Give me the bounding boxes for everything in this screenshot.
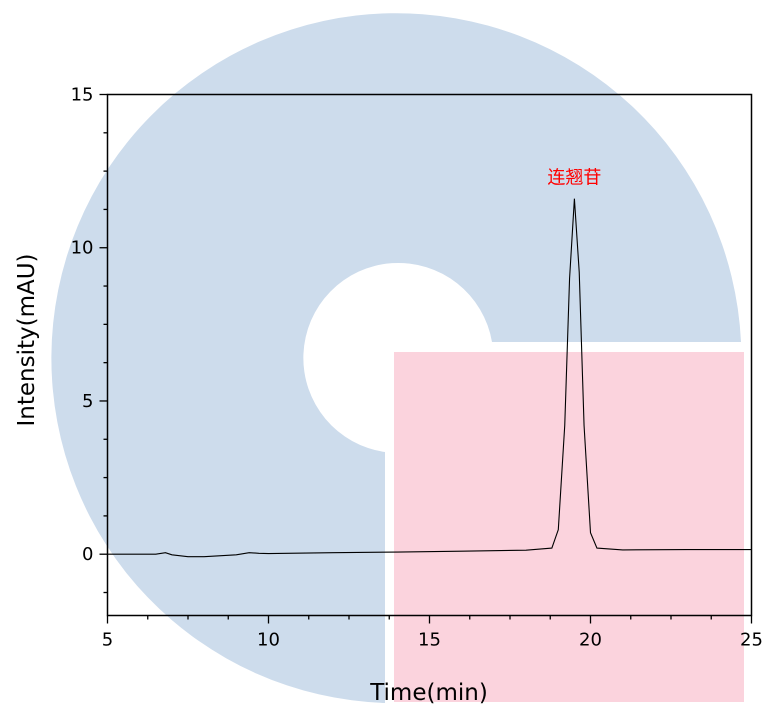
x-tick-label: 25 (740, 630, 763, 651)
x-tick-label: 10 (257, 630, 280, 651)
x-tick-label: 20 (579, 630, 602, 651)
ticks-layer (99, 93, 753, 624)
x-tick-label: 15 (418, 630, 441, 651)
y-tick-label: 0 (82, 544, 93, 565)
x-axis-title: Time(min) (369, 680, 488, 706)
tick-labels-layer: 5 10 15 20 25 0 5 10 15 (71, 85, 763, 651)
y-axis-title: Intensity(mAU) (14, 253, 40, 426)
y-tick-label: 10 (71, 238, 94, 259)
series-line (107, 198, 752, 558)
x-tick-label: 5 (102, 630, 113, 651)
watermark-ring (51, 13, 742, 703)
watermark-rectangle (394, 352, 744, 702)
y-tick-label: 5 (82, 391, 93, 412)
peak-annotation: 连翘苷 (547, 167, 601, 188)
y-tick-label: 15 (71, 85, 94, 106)
